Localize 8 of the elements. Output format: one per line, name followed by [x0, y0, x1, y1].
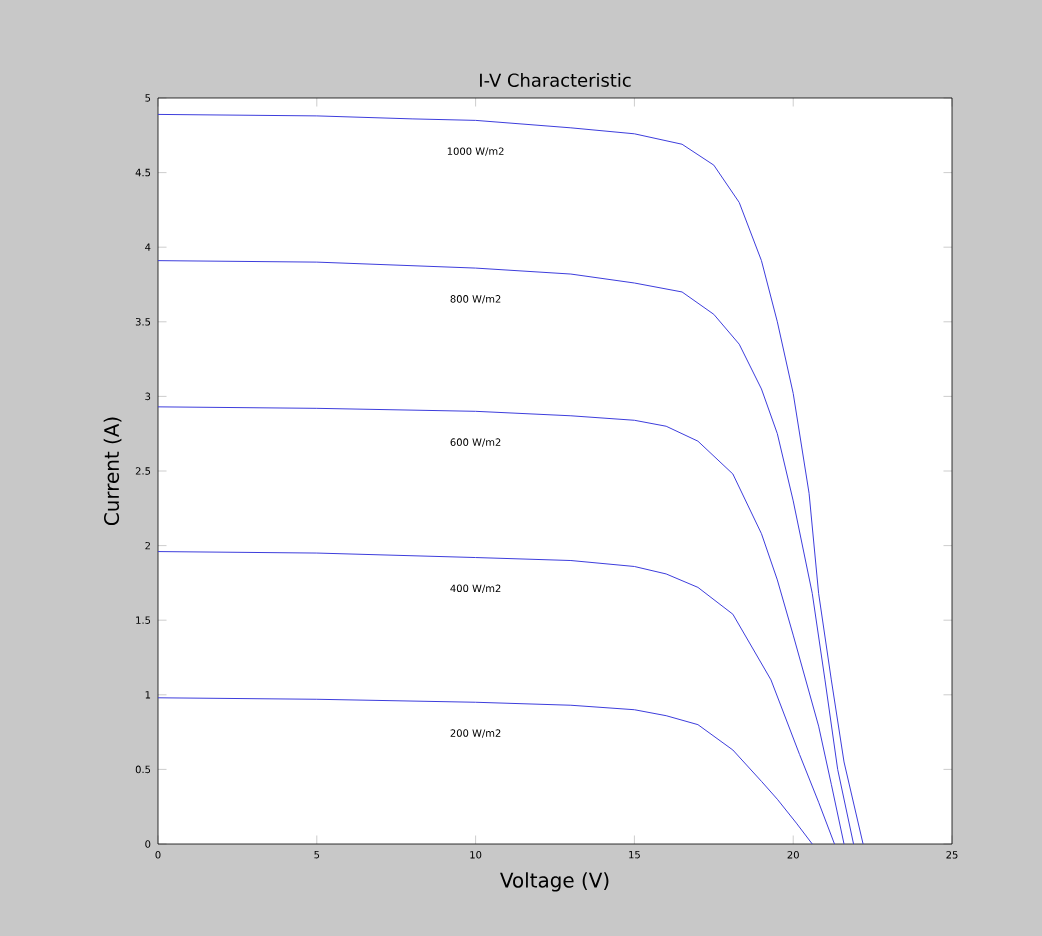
chart-title: I-V Characteristic [480, 73, 631, 87]
line-series [158, 697, 813, 844]
line-series [158, 113, 864, 844]
line-series [158, 406, 845, 844]
line-series [158, 260, 855, 844]
line-series [158, 551, 835, 844]
y-axis-title: Current (A) [103, 417, 122, 526]
x-axis-title: Voltage (V) [500, 872, 609, 892]
